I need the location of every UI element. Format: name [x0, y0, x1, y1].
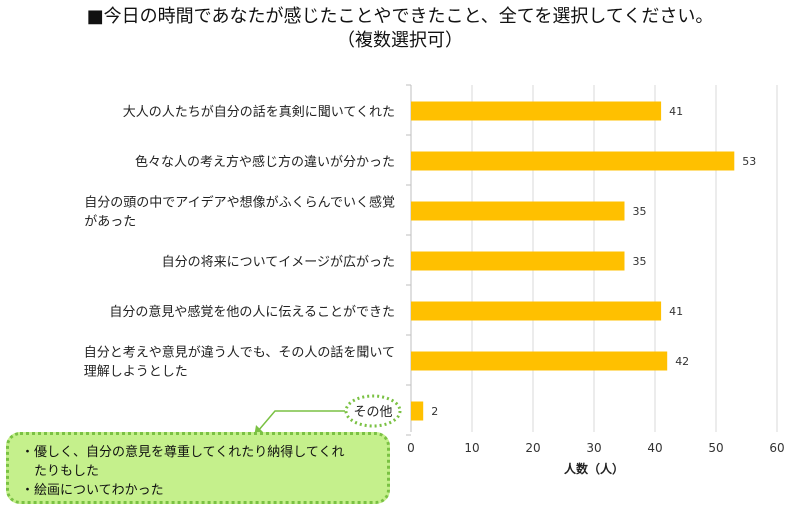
data-label: 35 — [633, 205, 647, 218]
x-axis-title: 人数（人） — [564, 461, 624, 476]
chart-title: ■今日の時間であなたが感じたことやできたこと、全てを選択してください。 — [86, 6, 714, 27]
data-label: 35 — [633, 255, 647, 268]
x-tick-label: 10 — [464, 441, 479, 455]
x-tick-label: 30 — [586, 441, 601, 455]
data-label: 2 — [431, 405, 438, 418]
category-label: があった — [84, 215, 136, 230]
data-label: 42 — [675, 355, 689, 368]
bar — [411, 351, 668, 371]
category-label: 自分と考えや意見が違う人でも、その人の話を聞いて — [84, 345, 395, 361]
category-label: 色々な人の考え方や感じ方の違いが分かった — [135, 154, 395, 170]
chart-subtitle: （複数選択可） — [337, 30, 463, 51]
callout-line: ・優しく、自分の意見を尊重してくれたり納得してくれ — [21, 445, 345, 460]
x-tick-label: 50 — [708, 441, 723, 455]
bar — [411, 101, 662, 121]
highlight-ring — [344, 394, 402, 428]
data-label: 41 — [669, 105, 683, 118]
callout-line: ・絵画についてわかった — [21, 483, 164, 498]
callout-line: たりもした — [21, 464, 100, 479]
bar — [411, 301, 662, 321]
category-label: 大人の人たちが自分の話を真剣に聞いてくれた — [123, 104, 395, 120]
x-tick-label: 20 — [525, 441, 540, 455]
bar — [411, 201, 625, 221]
category-label: 自分の頭の中でアイデアや想像がふくらんでいく感覚 — [84, 195, 395, 211]
callout-connector — [257, 410, 345, 432]
bar — [411, 151, 735, 171]
data-label: 53 — [742, 155, 756, 168]
x-tick-label: 60 — [769, 441, 784, 455]
category-label: 理解しようとした — [84, 365, 188, 380]
bar — [411, 401, 424, 421]
x-tick-label: 40 — [647, 441, 662, 455]
x-tick-label: 0 — [407, 441, 415, 455]
category-label: 自分の将来についてイメージが広がった — [162, 255, 395, 270]
bar — [411, 251, 625, 271]
other-answers-callout: ・優しく、自分の意見を尊重してくれたり納得してくれ たりもした ・絵画についてわ… — [6, 432, 390, 504]
data-label: 41 — [669, 305, 683, 318]
category-label: その他 — [353, 405, 392, 420]
category-label: 自分の意見や感覚を他の人に伝えることができた — [109, 304, 395, 320]
